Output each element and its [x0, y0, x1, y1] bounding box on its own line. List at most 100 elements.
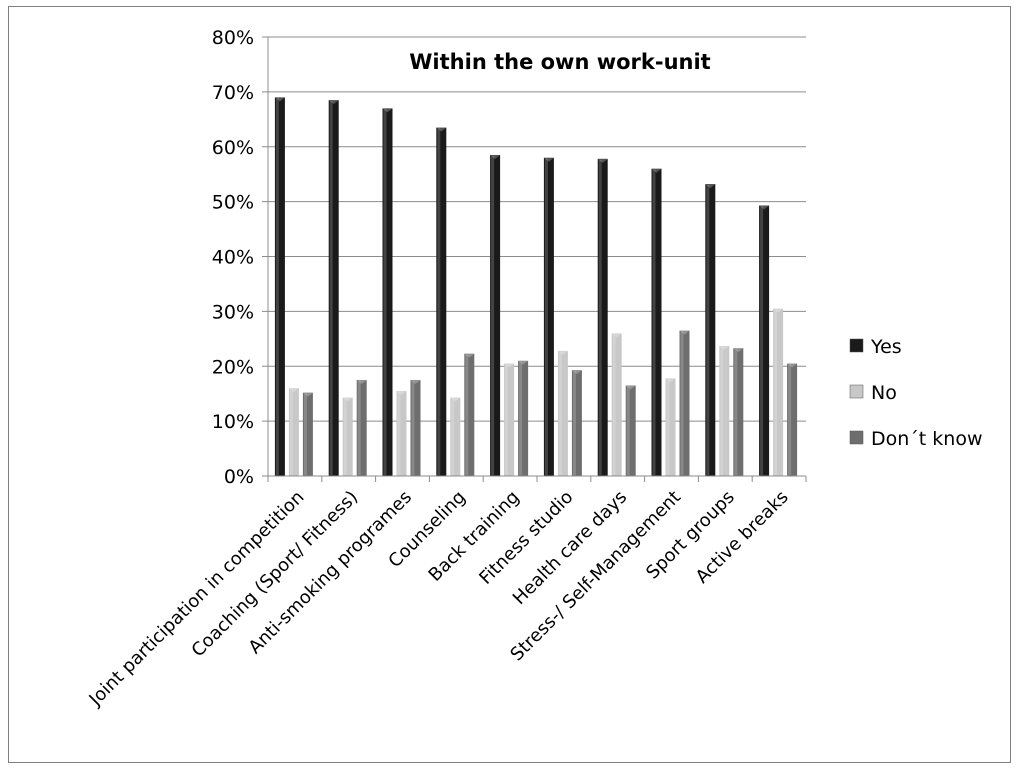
x-category-label: Joint participation in competition [85, 487, 309, 711]
bar-highlight [652, 169, 656, 475]
bar-highlight [491, 155, 495, 475]
x-category-label: Active breaks [692, 487, 793, 588]
bar-highlight [706, 185, 710, 475]
bar-cap [759, 205, 770, 210]
bar-highlight [451, 398, 455, 475]
bar-highlight [505, 364, 509, 475]
bar-don-t-know [733, 348, 744, 476]
bar-highlight [774, 309, 778, 475]
bar-highlight [329, 101, 333, 475]
legend-label: Yes [870, 336, 902, 358]
bar-highlight [680, 331, 684, 475]
bar-highlight [437, 128, 441, 475]
bar-yes [543, 157, 554, 476]
y-tick-label: 70% [212, 82, 254, 104]
bar-yes [328, 100, 339, 476]
bar-highlight [411, 380, 415, 475]
bar-don-t-know [787, 363, 798, 476]
bar-cap [733, 348, 744, 353]
bar-don-t-know [302, 392, 313, 476]
bar-cap [597, 158, 608, 163]
bar-highlight [626, 386, 630, 475]
bar-no [665, 378, 676, 476]
bar-cap [382, 108, 393, 113]
bar-cap [274, 97, 285, 102]
x-category-label: Fitness studio [475, 487, 577, 589]
bar-cap [679, 330, 690, 335]
y-tick-label: 80% [212, 27, 254, 49]
bar-cap [651, 168, 662, 173]
bar-highlight [612, 334, 616, 475]
bar-highlight [383, 109, 387, 476]
y-tick-label: 20% [212, 356, 254, 378]
bar-cap [396, 390, 407, 395]
bars [274, 97, 798, 477]
bar-no [342, 397, 353, 476]
bar-no [557, 350, 568, 476]
bar-no [450, 397, 461, 476]
bar-cap [571, 370, 582, 375]
bar-cap [773, 308, 784, 313]
y-tick-label: 10% [212, 411, 254, 433]
bar-don-t-know [679, 330, 690, 476]
bar-no [288, 388, 299, 476]
bar-highlight [544, 158, 548, 475]
bar-highlight [734, 349, 738, 475]
bar-cap [705, 184, 716, 189]
bar-no [504, 363, 515, 476]
bar-yes [651, 168, 662, 476]
bar-highlight [666, 379, 670, 475]
bar-cap [490, 154, 501, 159]
bar-yes [274, 97, 285, 477]
bar-don-t-know [356, 379, 367, 476]
bar-don-t-know [625, 385, 636, 476]
bar-highlight [519, 361, 523, 475]
bar-cap [450, 397, 461, 402]
bar-cap [410, 379, 421, 384]
bar-cap [288, 388, 299, 393]
legend-swatch-yes [849, 338, 864, 353]
bar-don-t-know [518, 360, 529, 476]
y-tick-label: 60% [212, 137, 254, 159]
legend-label: No [871, 382, 897, 404]
bar-cap [665, 378, 676, 383]
bar-highlight [343, 398, 347, 475]
bar-no [611, 333, 622, 476]
bar-highlight [572, 371, 576, 475]
bar-cap [436, 127, 447, 132]
bar-cap [342, 397, 353, 402]
bar-don-t-know [571, 370, 582, 476]
bar-highlight [289, 389, 293, 475]
y-tick-label: 30% [212, 301, 254, 323]
bar-cap [464, 353, 475, 358]
legend-swatch-don-t-know [849, 430, 864, 445]
bar-no [773, 308, 784, 476]
y-tick-label: 0% [224, 466, 254, 488]
bar-highlight [465, 354, 469, 475]
bar-no [396, 390, 407, 476]
bar-don-t-know [410, 379, 421, 476]
bar-cap [787, 363, 798, 368]
bar-cap [557, 350, 568, 355]
bar-highlight [760, 206, 764, 475]
bar-cap [356, 379, 367, 384]
bar-yes [759, 205, 770, 476]
bar-cap [302, 392, 313, 397]
bar-cap [625, 385, 636, 390]
bar-cap [504, 363, 515, 368]
bar-no [719, 345, 730, 476]
bar-yes [436, 127, 447, 476]
y-tick-label: 50% [212, 192, 254, 214]
legend-label: Don´t know [871, 428, 983, 450]
bar-yes [705, 184, 716, 476]
bar-don-t-know [464, 353, 475, 476]
bar-highlight [275, 98, 279, 476]
bar-highlight [303, 393, 307, 475]
bar-highlight [558, 351, 562, 475]
bar-cap [611, 333, 622, 338]
bar-cap [518, 360, 529, 365]
bar-highlight [788, 364, 792, 475]
legend-swatch-no [849, 384, 864, 399]
bar-yes [490, 154, 501, 476]
